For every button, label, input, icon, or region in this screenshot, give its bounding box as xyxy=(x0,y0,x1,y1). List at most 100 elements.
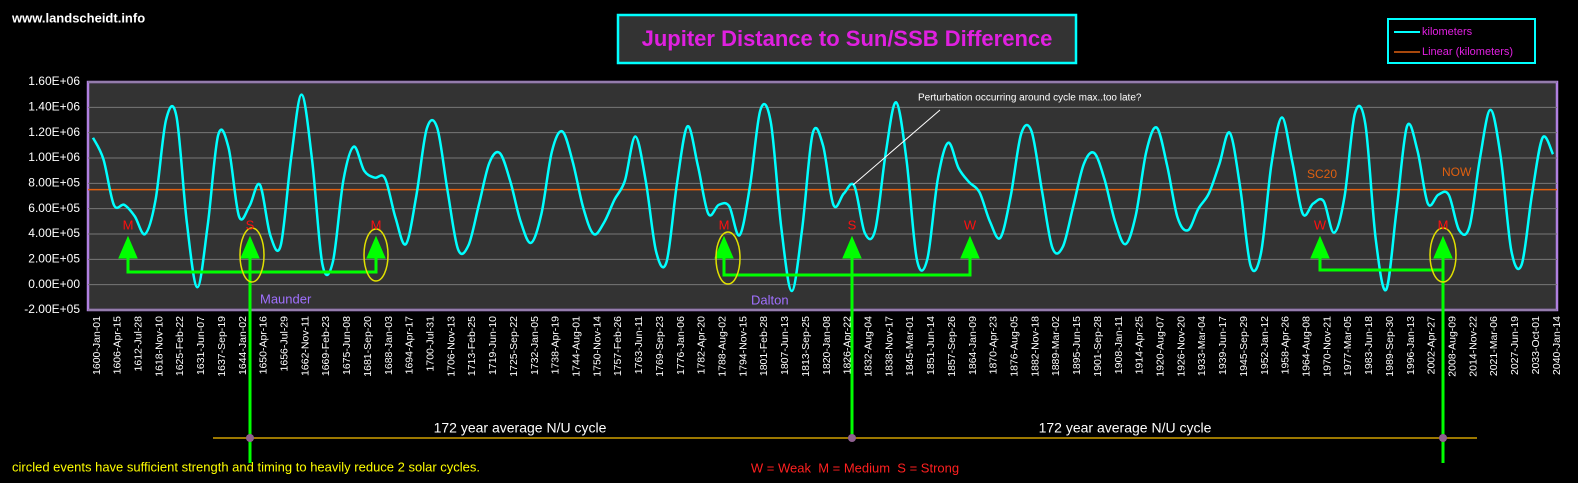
markers: M S M M S W W M xyxy=(123,217,1449,232)
x-tick-label: 2008-Aug-09 xyxy=(1446,316,1458,377)
connector xyxy=(126,250,378,274)
x-tick-label: 1970-Nov-21 xyxy=(1321,316,1333,377)
x-tick-label: 1889-Mar-02 xyxy=(1050,316,1062,376)
x-tick-label: 1857-Sep-26 xyxy=(946,316,958,377)
annotation: 172 year average N/U cycle xyxy=(1039,420,1212,436)
y-tick-label: -2.00E+05 xyxy=(24,302,80,316)
x-tick-label: 2040-Jan-14 xyxy=(1551,316,1563,375)
x-tick-label: 1637-Sep-19 xyxy=(216,316,228,377)
x-tick-label: 1606-Apr-15 xyxy=(112,316,124,375)
x-tick-label: 1782-Apr-20 xyxy=(696,316,708,375)
marker: W xyxy=(1314,217,1327,232)
circle xyxy=(239,227,265,283)
x-tick-label: 1776-Jan-06 xyxy=(675,316,687,375)
x-tick-label: 1644-Jan-02 xyxy=(237,316,249,375)
chart-title: Jupiter Distance to Sun/SSB Difference xyxy=(642,26,1053,51)
x-tick-label: 1895-Jun-15 xyxy=(1071,316,1083,375)
x-tick-label: 1838-Nov-17 xyxy=(883,316,895,377)
x-tick-label: 1725-Sep-22 xyxy=(508,316,520,377)
x-tick-label: 1901-Sep-28 xyxy=(1092,316,1104,377)
source: www.landscheidt.info xyxy=(11,10,145,25)
annotation: NOW xyxy=(1442,165,1472,179)
x-tick-label: 1662-Nov-11 xyxy=(299,316,311,376)
x-tick-label: 1851-Jun-14 xyxy=(925,316,937,375)
x-tick-label: 1908-Jan-11 xyxy=(1113,316,1125,374)
annotations: Perturbation occurring around cycle max.… xyxy=(12,93,1477,475)
x-tick-label: 1688-Jan-03 xyxy=(383,316,395,375)
y-tick-label: 1.60E+06 xyxy=(28,74,80,88)
arrow-head xyxy=(714,235,734,259)
x-tick-label: 1914-Apr-25 xyxy=(1134,316,1146,375)
callout-line xyxy=(852,109,941,186)
legend-label: Linear (kilometers) xyxy=(1422,46,1513,58)
x-tick-label: 2002-Apr-27 xyxy=(1426,316,1438,375)
arrow-head xyxy=(118,235,138,259)
x-tick-label: 1845-Mar-01 xyxy=(904,316,916,376)
x-tick-label: 1933-Mar-04 xyxy=(1196,316,1208,376)
arrow-head xyxy=(842,235,862,259)
title-box xyxy=(616,13,1078,65)
x-tick-label: 1788-Aug-02 xyxy=(716,316,728,377)
arrow-head xyxy=(1310,235,1330,259)
x-tick-label: 1952-Jan-12 xyxy=(1259,316,1271,375)
arrow-head xyxy=(240,235,260,259)
x-tick-label: 1882-Nov-18 xyxy=(1029,316,1041,377)
x-tick-label: 1983-Jun-18 xyxy=(1363,316,1375,375)
legend-box xyxy=(1387,18,1536,64)
connector xyxy=(722,250,972,277)
x-tick-label: 1807-Jun-13 xyxy=(779,316,791,375)
marker: M xyxy=(123,217,134,232)
annotation: 172 year average N/U cycle xyxy=(434,420,607,436)
arrows xyxy=(118,235,1453,463)
x-tick-label: 1794-Nov-15 xyxy=(737,316,749,377)
x-tick-label: 1738-Apr-19 xyxy=(550,316,562,375)
x-tick-label: 1732-Jan-05 xyxy=(529,316,541,375)
x-tick-label: 1763-Jun-11 xyxy=(633,316,645,374)
legend-label: kilometers xyxy=(1422,26,1473,38)
x-tick-label: 1958-Apr-26 xyxy=(1280,316,1292,375)
x-tick-label: 1864-Jan-09 xyxy=(967,316,979,375)
marker: S xyxy=(246,217,255,232)
marker: S xyxy=(848,217,857,232)
x-tick-label: 1631-Jun-07 xyxy=(195,316,207,375)
x-tick-label: 1964-Aug-08 xyxy=(1300,316,1312,377)
arrow-head xyxy=(960,235,980,259)
cycle-dot xyxy=(848,434,856,442)
x-tick-label: 1977-Mar-05 xyxy=(1342,316,1354,376)
circle xyxy=(363,228,389,282)
x-tick-label: 1769-Sep-23 xyxy=(654,316,666,377)
annotation: SC20 xyxy=(1307,167,1337,181)
x-tick-label: 1675-Jun-08 xyxy=(341,316,353,375)
x-tick-label: 1813-Sep-25 xyxy=(800,316,812,377)
marker: M xyxy=(1438,217,1449,232)
x-tick-label: 1706-Nov-13 xyxy=(445,316,457,377)
x-tick-label: 1625-Feb-22 xyxy=(174,316,186,376)
x-tick-label: 1870-Apr-23 xyxy=(988,316,1000,375)
x-tick-label: 1612-Jul-28 xyxy=(132,316,144,372)
x-tick-label: 2033-Oct-01 xyxy=(1530,316,1542,375)
x-tick-label: 1694-Apr-17 xyxy=(404,316,416,375)
annotation: W = Weak M = Medium S = Strong xyxy=(751,460,959,475)
annotation: circled events have sufficient strength … xyxy=(12,459,480,474)
x-tick-label: 1744-Aug-01 xyxy=(570,316,582,377)
x-tick-label: 1926-Nov-20 xyxy=(1175,316,1187,377)
y-tick-label: 2.00E+05 xyxy=(28,252,80,266)
x-tick-label: 1996-Jan-13 xyxy=(1405,316,1417,375)
y-tick-label: 4.00E+05 xyxy=(28,226,80,240)
x-tick-label: 1820-Jan-08 xyxy=(821,316,833,375)
x-tick-label: 1832-Aug-04 xyxy=(862,316,874,377)
x-tick-label: 1719-Jun-10 xyxy=(487,316,499,375)
arrow-head xyxy=(1433,235,1453,259)
annotation: Maunder xyxy=(260,291,312,306)
x-tick-label: 1669-Feb-23 xyxy=(320,316,332,376)
x-tick-label: 1656-Jul-29 xyxy=(278,316,290,372)
marker: M xyxy=(371,217,382,232)
cycle-dot xyxy=(246,434,254,442)
x-tick-label: 2021-Mar-06 xyxy=(1488,316,1500,376)
x-tick-label: 1650-Apr-16 xyxy=(258,316,270,375)
marker: W xyxy=(964,217,977,232)
x-tick-label: 2014-Nov-22 xyxy=(1467,316,1479,377)
y-tick-label: 0.00E+00 xyxy=(28,277,80,291)
circles xyxy=(239,227,1457,285)
